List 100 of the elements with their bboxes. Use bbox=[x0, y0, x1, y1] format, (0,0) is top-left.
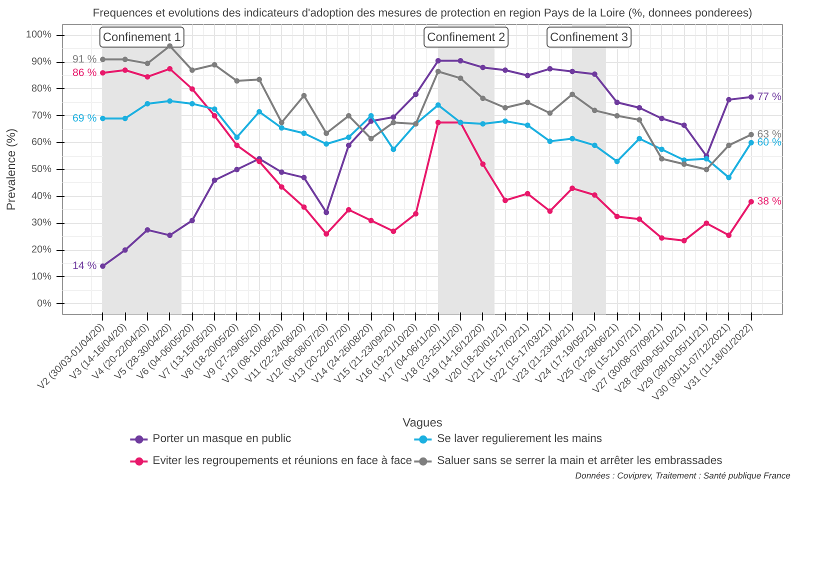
point bbox=[726, 96, 732, 102]
point bbox=[368, 218, 374, 224]
point bbox=[502, 198, 508, 204]
point bbox=[413, 211, 419, 217]
point bbox=[189, 218, 195, 224]
point bbox=[681, 238, 687, 244]
point bbox=[324, 141, 330, 147]
point bbox=[346, 142, 352, 148]
point bbox=[301, 130, 307, 136]
point bbox=[346, 134, 352, 140]
point bbox=[234, 166, 240, 172]
point bbox=[278, 169, 284, 175]
point bbox=[480, 96, 486, 102]
point bbox=[100, 263, 106, 269]
band-label: Confinement 1 bbox=[102, 30, 182, 44]
point bbox=[122, 247, 128, 253]
point bbox=[144, 227, 150, 233]
point bbox=[480, 161, 486, 167]
point bbox=[100, 116, 106, 122]
point bbox=[301, 174, 307, 180]
point bbox=[212, 177, 218, 183]
point bbox=[592, 142, 598, 148]
point bbox=[614, 113, 620, 119]
point bbox=[547, 66, 553, 72]
y-tick-label: 80% bbox=[31, 83, 52, 94]
point bbox=[435, 58, 441, 64]
point bbox=[748, 132, 754, 138]
point bbox=[122, 67, 128, 73]
legend-label: Se laver regulierement les mains bbox=[437, 433, 602, 445]
point bbox=[212, 62, 218, 68]
point bbox=[189, 67, 195, 73]
point bbox=[234, 78, 240, 84]
point bbox=[570, 136, 576, 142]
point bbox=[167, 43, 173, 49]
point bbox=[614, 214, 620, 220]
y-tick-label: 70% bbox=[31, 110, 52, 122]
point bbox=[681, 122, 687, 128]
point bbox=[278, 120, 284, 126]
point bbox=[592, 71, 598, 77]
y-tick-label: 30% bbox=[31, 218, 52, 229]
point bbox=[189, 86, 195, 92]
point bbox=[748, 94, 754, 100]
point bbox=[435, 120, 441, 126]
x-axis-title: Vagues bbox=[402, 415, 442, 430]
point bbox=[368, 136, 374, 142]
point bbox=[748, 140, 754, 146]
point bbox=[256, 158, 262, 164]
point bbox=[480, 64, 486, 70]
legend-label: Porter un masque en public bbox=[152, 433, 292, 445]
point bbox=[502, 67, 508, 73]
point bbox=[704, 220, 710, 226]
point bbox=[144, 74, 150, 80]
point bbox=[659, 235, 665, 241]
point bbox=[726, 174, 732, 180]
point bbox=[547, 208, 553, 214]
point bbox=[324, 231, 330, 237]
point bbox=[100, 70, 106, 76]
annotation: 14 % bbox=[72, 260, 98, 272]
point bbox=[614, 158, 620, 164]
point bbox=[614, 100, 620, 106]
point bbox=[524, 100, 530, 106]
point bbox=[681, 161, 687, 167]
point bbox=[256, 76, 262, 82]
point bbox=[547, 138, 553, 144]
point bbox=[167, 98, 173, 104]
point bbox=[144, 60, 150, 66]
point bbox=[524, 122, 530, 128]
point bbox=[592, 108, 598, 114]
point bbox=[346, 113, 352, 119]
point bbox=[234, 134, 240, 140]
text: Données : Coviprev, Traitement : Santé publique France bbox=[575, 470, 791, 480]
point bbox=[167, 232, 173, 238]
legend-label: Eviter les regroupements et réunions en face à face bbox=[152, 455, 412, 467]
annotation: 69 % bbox=[72, 112, 98, 124]
y-tick-label: 40% bbox=[31, 190, 52, 202]
y-tick-label: 100% bbox=[26, 30, 52, 41]
point bbox=[390, 228, 396, 234]
point bbox=[413, 92, 419, 98]
point bbox=[212, 113, 218, 119]
point bbox=[458, 75, 464, 81]
point bbox=[726, 232, 732, 238]
point bbox=[659, 156, 665, 162]
legend-label: Saluer sans se serrer la main et arrêter les embrassades bbox=[437, 455, 722, 467]
point bbox=[144, 100, 150, 106]
point bbox=[167, 66, 173, 72]
y-tick-label: 0% bbox=[37, 298, 52, 310]
y-tick-label: 90% bbox=[31, 56, 52, 68]
point bbox=[659, 116, 665, 122]
point bbox=[524, 72, 530, 78]
point bbox=[324, 210, 330, 216]
point bbox=[278, 184, 284, 190]
y-tick-label: 50% bbox=[31, 164, 52, 175]
point bbox=[368, 113, 374, 119]
annotation: 86 % bbox=[72, 66, 98, 79]
annotation: 38 % bbox=[757, 196, 782, 208]
point bbox=[122, 116, 128, 122]
point bbox=[435, 102, 441, 108]
y-tick-label: 60% bbox=[31, 137, 52, 148]
band-label: Confinement 3 bbox=[550, 30, 628, 44]
point bbox=[704, 156, 710, 162]
